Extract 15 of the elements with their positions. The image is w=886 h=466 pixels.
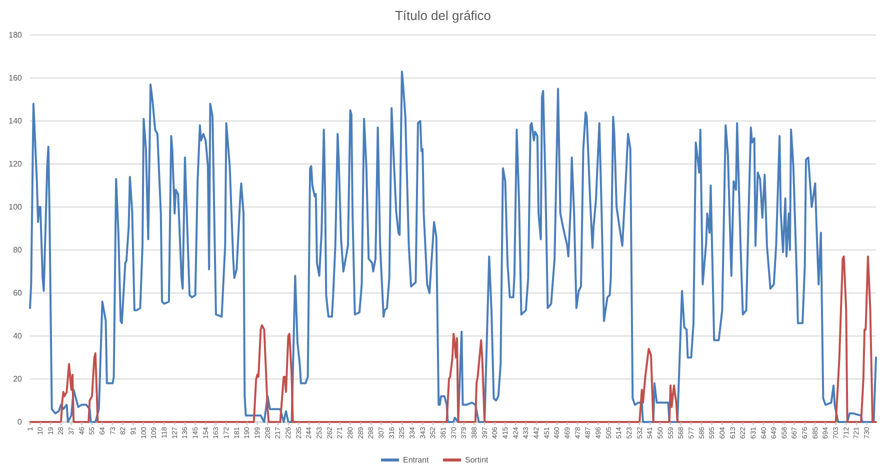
y-tick-label: 40 bbox=[13, 332, 23, 341]
legend-label: Entrant bbox=[403, 456, 430, 465]
y-tick-label: 140 bbox=[8, 116, 23, 126]
y-tick-label: 160 bbox=[8, 74, 23, 83]
line-series bbox=[29, 255, 877, 423]
y-tick-label: 100 bbox=[8, 202, 23, 212]
legend-label: Sortint bbox=[465, 456, 489, 465]
line-series bbox=[29, 70, 877, 423]
y-tick-label: 180 bbox=[8, 30, 23, 40]
y-tick-label: 80 bbox=[13, 246, 23, 255]
y-tick-label: 60 bbox=[13, 288, 23, 298]
y-tick-label: 20 bbox=[13, 374, 23, 384]
y-tick-label: 0 bbox=[18, 418, 23, 427]
chart-title: Título del gráfico bbox=[394, 8, 492, 23]
y-tick-label: 120 bbox=[8, 160, 23, 169]
